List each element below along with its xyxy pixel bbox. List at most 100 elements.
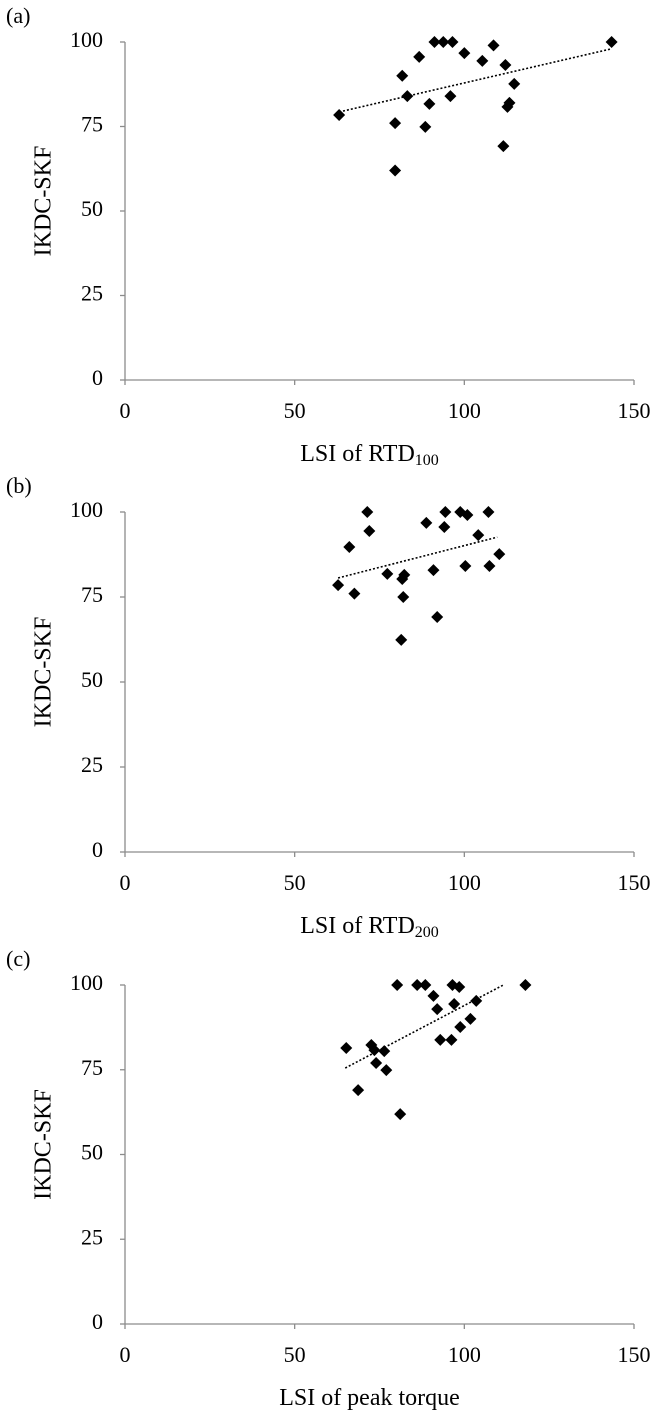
point <box>419 120 432 133</box>
y-axis-title: IKDC-SKF <box>31 146 57 257</box>
point <box>497 140 510 153</box>
point <box>459 560 472 573</box>
point <box>333 109 346 122</box>
x-tick-label: 150 <box>618 398 651 423</box>
y-tick-label: 100 <box>70 27 103 52</box>
panel: (b) 0 25 50 75 100 0 50 100 150 IKDC-SKF LSI of RTD… <box>6 473 651 941</box>
point <box>434 1033 447 1046</box>
y-tick-label: 0 <box>92 837 103 862</box>
point <box>487 39 500 52</box>
x-tick-label: 50 <box>284 398 306 423</box>
x-axis-title-main: LSI of RTD <box>300 441 415 467</box>
point <box>423 97 436 110</box>
x-tick-label: 50 <box>284 1342 306 1367</box>
point <box>446 36 459 48</box>
point <box>437 36 450 48</box>
point <box>461 509 474 522</box>
x-tick-label: 150 <box>618 1342 651 1367</box>
point <box>464 1012 477 1025</box>
trendline <box>338 48 611 113</box>
x-axis-title-sub: 100 <box>415 452 439 469</box>
point <box>445 1033 458 1046</box>
point <box>499 58 512 71</box>
trendline <box>344 984 504 1069</box>
point <box>378 1045 391 1058</box>
point <box>340 1042 353 1055</box>
point <box>470 994 483 1007</box>
point <box>419 979 432 991</box>
point <box>482 506 495 518</box>
point <box>472 529 485 542</box>
trendline <box>337 536 498 579</box>
y-tick-label: 0 <box>92 1309 103 1334</box>
point <box>508 77 521 90</box>
point <box>411 979 424 991</box>
point <box>413 50 426 63</box>
point <box>431 1003 444 1016</box>
x-tick-label: 0 <box>120 1342 131 1367</box>
point <box>503 96 516 109</box>
y-tick-label: 25 <box>81 752 103 777</box>
point <box>493 548 506 561</box>
point <box>396 69 409 82</box>
point <box>439 506 452 518</box>
y-tick-label: 0 <box>92 365 103 390</box>
point <box>361 506 374 518</box>
x-tick-label: 50 <box>284 870 306 895</box>
point <box>389 164 402 177</box>
point <box>605 36 618 48</box>
point <box>401 90 414 103</box>
x-tick-label: 100 <box>448 870 481 895</box>
point <box>420 516 433 529</box>
y-tick-label: 25 <box>81 281 103 306</box>
point <box>343 541 356 554</box>
panel-label: (b) <box>6 473 32 498</box>
point <box>391 979 404 991</box>
point <box>438 520 451 533</box>
point <box>363 525 376 538</box>
y-tick-label: 50 <box>81 1140 103 1165</box>
y-tick-label: 75 <box>81 582 103 607</box>
point <box>453 981 466 994</box>
x-axis-title: LSI of RTD100 <box>300 441 439 469</box>
x-tick-label: 150 <box>618 870 651 895</box>
y-tick-label: 75 <box>81 1055 103 1080</box>
point <box>458 47 471 60</box>
panel-label: (c) <box>6 946 30 971</box>
x-tick-label: 100 <box>448 398 481 423</box>
point <box>519 979 532 991</box>
x-tick-label: 0 <box>120 870 131 895</box>
x-axis-title: LSI of peak torque <box>279 1385 460 1411</box>
y-tick-label: 50 <box>81 667 103 692</box>
point <box>444 90 457 103</box>
point <box>476 54 489 67</box>
point <box>454 1021 467 1034</box>
y-tick-label: 50 <box>81 196 103 221</box>
x-axis-title-main: LSI of peak torque <box>279 1385 460 1411</box>
panel: (c) 0 25 50 75 100 0 50 100 150 IKDC-SKF LSI of pea… <box>6 946 651 1410</box>
point <box>448 997 461 1010</box>
x-axis-title: LSI of RTD200 <box>300 913 439 941</box>
panel: (a) 0 25 50 75 100 0 50 100 150 IKDC-SKF LSI of RTD… <box>6 3 651 469</box>
y-axis-title: IKDC-SKF <box>31 1089 57 1200</box>
x-tick-label: 0 <box>120 398 131 423</box>
point <box>368 1044 381 1057</box>
point <box>428 36 441 48</box>
point <box>389 117 402 130</box>
x-axis-title-main: LSI of RTD <box>300 913 415 939</box>
y-tick-label: 100 <box>70 497 103 522</box>
point <box>483 560 496 573</box>
point <box>348 587 361 600</box>
point <box>332 579 345 592</box>
point <box>394 1108 407 1121</box>
point <box>352 1084 365 1097</box>
point <box>370 1056 383 1069</box>
y-tick-label: 75 <box>81 112 103 137</box>
point <box>398 568 411 581</box>
y-tick-label: 100 <box>70 970 103 995</box>
point <box>395 633 408 646</box>
point <box>397 591 410 603</box>
y-axis-title: IKDC-SKF <box>31 617 57 728</box>
point <box>427 989 440 1002</box>
